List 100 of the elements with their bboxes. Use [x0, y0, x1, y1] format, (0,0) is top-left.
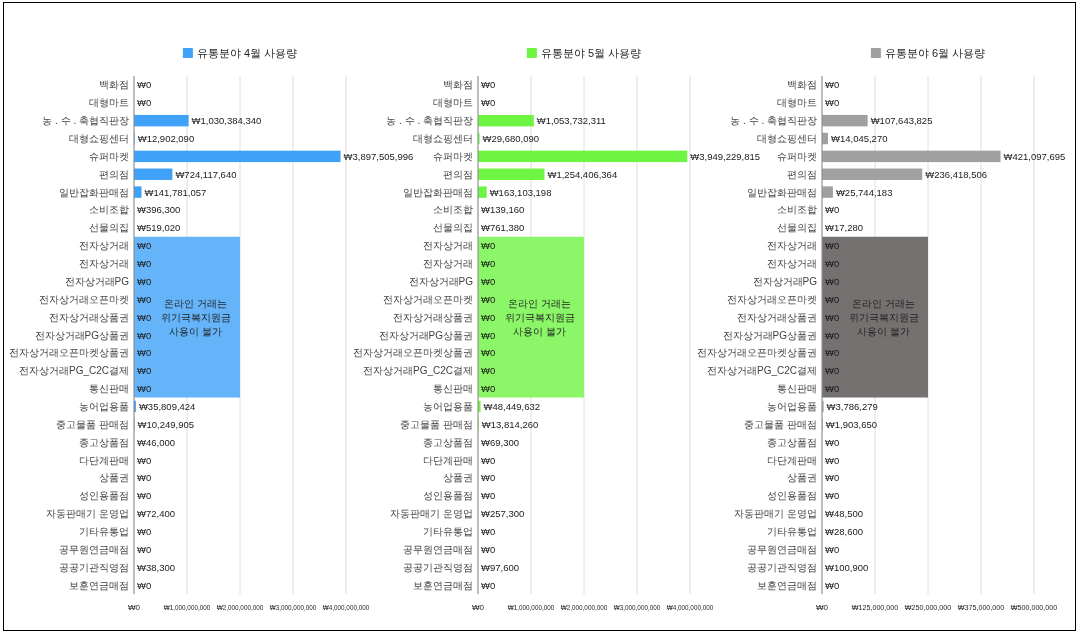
data-label: ₩0 — [481, 383, 496, 395]
y-tick-label: 전자상거래 — [423, 258, 473, 270]
x-tick-label: ₩0 — [128, 602, 141, 612]
data-label: ₩0 — [481, 293, 496, 305]
y-tick-label: 전자상거래상품권 — [393, 311, 473, 323]
data-label: ₩0 — [481, 365, 496, 377]
y-tick-label: 농어업용품 — [767, 400, 817, 412]
band-label: 온라인 거래는 위기극복지원금 사용이 불가 — [504, 297, 575, 337]
data-label: ₩724,117,640 — [175, 168, 237, 180]
y-tick-label: 보훈연금매점 — [69, 579, 129, 591]
y-tick-label: 슈퍼마켓 — [89, 150, 129, 162]
data-label: ₩3,897,505,996 — [343, 150, 414, 162]
y-tick-label: 일반잡화판매점 — [747, 186, 817, 198]
y-tick-label: 중고물품 판매점 — [56, 418, 129, 430]
y-tick-label: 전자상거래상품권 — [737, 311, 817, 323]
y-tick-label: 중고물품 판매점 — [744, 418, 817, 430]
y-tick-label: 농어업용품 — [79, 400, 129, 412]
data-label: ₩0 — [481, 311, 496, 323]
y-tick-label: 공공기관직영점 — [747, 561, 817, 573]
y-tick-label: 소비조합 — [777, 204, 817, 216]
y-tick-label: 공무원연금매점 — [747, 543, 817, 555]
y-tick-label: 전자상거래오픈마켓상품권 — [697, 347, 817, 359]
y-tick-label: 성인용품점 — [79, 490, 129, 502]
data-label: ₩0 — [137, 347, 152, 359]
y-tick-label: 전자상거래 — [423, 240, 473, 252]
y-tick-label: 상품권 — [787, 472, 817, 484]
y-tick-label: 공공기관직영점 — [59, 561, 129, 573]
y-tick-label: 전자상거래PG상품권 — [34, 329, 129, 341]
y-tick-label: 성인용품점 — [423, 490, 473, 502]
data-label: ₩139,160 — [481, 204, 525, 216]
data-label: ₩0 — [481, 97, 496, 109]
data-label: ₩0 — [825, 383, 840, 395]
y-tick-label: 슈퍼마켓 — [433, 150, 473, 162]
data-label: ₩1,053,732,311 — [536, 115, 606, 127]
y-tick-label: 전자상거래 — [79, 240, 129, 252]
data-label: ₩396,300 — [137, 204, 181, 216]
y-tick-label: 일반잡화판매점 — [59, 186, 129, 198]
data-label: ₩3,949,229,815 — [690, 150, 761, 162]
data-label: ₩421,097,695 — [1003, 150, 1066, 162]
data-label: ₩0 — [825, 436, 840, 448]
data-label: ₩0 — [137, 329, 152, 341]
y-tick-label: 대형마트 — [433, 97, 473, 109]
x-tick-label: ₩3,000,000,000 — [613, 602, 661, 612]
y-tick-label: 통신판매 — [89, 383, 129, 395]
y-tick-label: 다단계판매 — [767, 454, 817, 466]
y-tick-label: 기타유통업 — [79, 525, 129, 537]
x-tick-label: ₩250,000,000 — [904, 602, 952, 612]
y-tick-label: 소비조합 — [433, 204, 473, 216]
y-tick-label: 대형마트 — [777, 97, 817, 109]
y-tick-label: 종고상품점 — [79, 436, 129, 448]
legend: 유통분야 5월 사용량 — [526, 47, 642, 59]
data-label: ₩0 — [825, 97, 840, 109]
y-tick-label: 기타유통업 — [423, 525, 473, 537]
y-tick-label: 통신판매 — [777, 383, 817, 395]
data-label: ₩0 — [481, 258, 496, 270]
y-tick-label: 선물의집 — [433, 222, 473, 234]
data-label: ₩0 — [825, 240, 840, 252]
y-tick-label: 소비조합 — [89, 204, 129, 216]
x-tick-label: ₩2,000,000,000 — [560, 602, 608, 612]
x-tick-label: ₩2,000,000,000 — [216, 602, 264, 612]
y-tick-label: 전자상거래PG_C2C결제 — [18, 365, 129, 377]
data-label: ₩100,900 — [825, 561, 869, 573]
data-label: ₩0 — [137, 365, 152, 377]
data-label: ₩0 — [481, 240, 496, 252]
data-label: ₩0 — [137, 490, 152, 502]
data-label: ₩0 — [137, 525, 152, 537]
y-tick-label: 전자상거래오픈마켓상품권 — [353, 347, 473, 359]
band-label: 온라인 거래는 위기극복지원금 사용이 불가 — [848, 297, 919, 337]
data-label: ₩0 — [825, 579, 840, 591]
y-tick-label: 자동판매기 운영업 — [390, 508, 473, 520]
data-label: ₩0 — [825, 275, 840, 287]
data-label: ₩1,030,384,340 — [191, 115, 262, 127]
data-label: ₩163,103,198 — [489, 186, 552, 198]
data-label: ₩13,814,260 — [481, 418, 539, 430]
y-tick-label: 보훈연금매점 — [757, 579, 817, 591]
y-tick-label: 기타유통업 — [767, 525, 817, 537]
x-tick-label: ₩1,000,000,000 — [163, 602, 211, 612]
y-tick-label: 전자상거래오픈마켓 — [727, 293, 817, 305]
data-label: ₩12,902,090 — [137, 133, 195, 145]
y-tick-label: 보훈연금매점 — [413, 579, 473, 591]
y-tick-label: 종고상품점 — [767, 436, 817, 448]
data-label: ₩0 — [481, 347, 496, 359]
data-label: ₩236,418,506 — [925, 168, 988, 180]
data-label: ₩0 — [825, 490, 840, 502]
data-label: ₩10,249,905 — [137, 418, 195, 430]
y-tick-label: 전자상거래PG상품권 — [722, 329, 817, 341]
data-label: ₩0 — [137, 97, 152, 109]
data-label: ₩0 — [481, 275, 496, 287]
data-label: ₩0 — [481, 79, 496, 91]
legend: 유통분야 6월 사용량 — [870, 47, 986, 59]
data-label: ₩0 — [137, 258, 152, 270]
data-label: ₩0 — [825, 329, 840, 341]
y-tick-label: 중고물품 판매점 — [400, 418, 473, 430]
data-label: ₩35,809,424 — [138, 400, 196, 412]
data-label: ₩0 — [825, 311, 840, 323]
y-tick-label: 선물의집 — [89, 222, 129, 234]
x-tick-label: ₩3,000,000,000 — [269, 602, 317, 612]
y-tick-label: 공무원연금매점 — [403, 543, 473, 555]
data-label: ₩0 — [481, 525, 496, 537]
y-tick-label: 상품권 — [443, 472, 473, 484]
